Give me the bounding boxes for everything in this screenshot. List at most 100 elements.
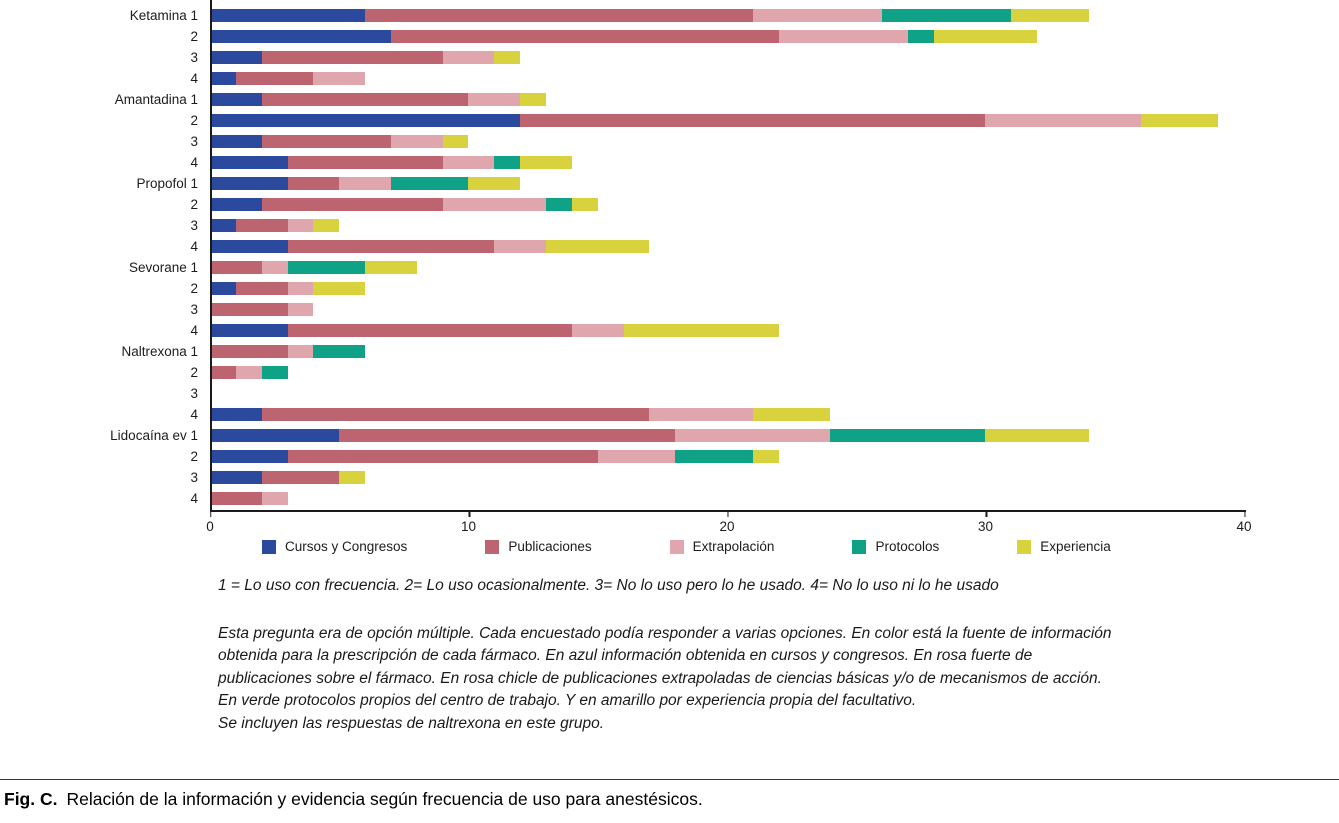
bar-label: 4 (190, 239, 198, 254)
legend-swatch (669, 539, 684, 554)
bar-segment (339, 428, 676, 443)
legend-swatch (1017, 539, 1032, 554)
bar-track (210, 302, 1244, 317)
bars: Ketamina 1 2 3 4 Amantadina 1 2 3 4 Propofol 1 2 3… (0, 5, 1244, 509)
bar-row: 4 (0, 320, 1244, 341)
bar-label: 3 (190, 218, 198, 233)
x-tick-label: 0 (206, 511, 214, 534)
bar-segment (287, 155, 443, 170)
bar-segment (752, 449, 779, 464)
bar-segment (261, 470, 340, 485)
bar-label: 4 (190, 491, 198, 506)
bar-segment (339, 176, 391, 191)
bar-segment (235, 281, 288, 296)
x-tick-label: 40 (1236, 511, 1252, 534)
legend-item: Experiencia (1017, 539, 1111, 554)
legend-label: Cursos y Congresos (285, 539, 408, 554)
bar-segment (261, 92, 469, 107)
bar-row: 4 (0, 68, 1244, 89)
bar-segment (210, 323, 288, 338)
bar-segment (261, 134, 391, 149)
bar-segment (442, 134, 469, 149)
bar-track (210, 29, 1244, 44)
bar-segment (261, 365, 288, 380)
notes: 1 = Lo uso con frecuencia. 2= Lo uso oca… (218, 576, 1113, 735)
x-tick-label: 10 (460, 511, 477, 534)
bar-segment (752, 8, 883, 23)
figure-label: Fig. C. (4, 789, 58, 809)
bar-segment (210, 428, 340, 443)
bar-segment (494, 239, 547, 254)
bar-label: Propofol 1 (136, 176, 198, 191)
bar-segment (623, 323, 779, 338)
bar-track (210, 113, 1244, 128)
bar-row: 3 (0, 47, 1244, 68)
bar-label: 2 (190, 449, 198, 464)
bar-segment (313, 344, 366, 359)
bar-label: 4 (190, 407, 198, 422)
bar-track (210, 197, 1244, 212)
bar-track (210, 281, 1244, 296)
bar-segment (675, 428, 831, 443)
bar-segment (1140, 113, 1219, 128)
bar-segment (571, 323, 624, 338)
bar-segment (210, 71, 236, 86)
bar-segment (468, 176, 521, 191)
bar-segment (235, 71, 314, 86)
bar-segment (442, 50, 495, 65)
inclusion-note: Se incluyen las respuestas de naltrexona… (218, 715, 605, 733)
bar-segment (287, 323, 572, 338)
bar-label: Sevorane 1 (128, 260, 198, 275)
bar-label: 3 (190, 50, 198, 65)
bar-label: Ketamina 1 (129, 8, 198, 23)
bar-track (210, 365, 1244, 380)
bar-track (210, 50, 1244, 65)
bar-track (210, 428, 1244, 443)
bar-label: 2 (190, 281, 198, 296)
bar-segment (210, 302, 288, 317)
bar-segment (830, 428, 986, 443)
bar-track (210, 323, 1244, 338)
legend-label: Extrapolación (692, 539, 775, 554)
bar-track (210, 155, 1244, 170)
bar-segment (210, 239, 288, 254)
bar-segment (339, 470, 366, 485)
bar-segment (210, 134, 262, 149)
bar-segment (390, 29, 779, 44)
bar-segment (210, 344, 288, 359)
legend-item: Extrapolación (669, 539, 775, 554)
legend-item: Publicaciones (485, 539, 592, 554)
bar-track (210, 239, 1244, 254)
bar-segment (390, 176, 469, 191)
bar-segment (287, 281, 314, 296)
bar-label: 4 (190, 155, 198, 170)
legend-label: Publicaciones (508, 539, 592, 554)
bar-row: Propofol 1 (0, 173, 1244, 194)
bar-label: 3 (190, 302, 198, 317)
bar-label: Lidocaína ev 1 (110, 428, 198, 443)
bar-segment (210, 281, 236, 296)
bar-label: 4 (190, 71, 198, 86)
bar-label: 3 (190, 470, 198, 485)
bar-label: Amantadina 1 (114, 92, 198, 107)
bar-segment (985, 428, 1089, 443)
bar-row: Naltrexona 1 (0, 341, 1244, 362)
x-tick-label: 30 (977, 511, 994, 534)
bar-segment (261, 407, 650, 422)
bar-row: 3 (0, 215, 1244, 236)
bar-row: 3 (0, 383, 1244, 404)
bar-track (210, 260, 1244, 275)
bar-label: 4 (190, 323, 198, 338)
bar-segment (752, 407, 831, 422)
bar-track (210, 176, 1244, 191)
bar-label: Naltrexona 1 (121, 344, 198, 359)
bar-segment (882, 8, 1012, 23)
bar-segment (287, 344, 314, 359)
bar-segment (210, 155, 288, 170)
bar-segment (1011, 8, 1089, 23)
scale-note: 1 = Lo uso con frecuencia. 2= Lo uso oca… (218, 577, 999, 594)
bar-row: 4 (0, 404, 1244, 425)
bar-row: 2 (0, 446, 1244, 467)
x-axis-ticks: 0 10 20 30 40 (206, 511, 1252, 538)
bar-row: 2 (0, 278, 1244, 299)
